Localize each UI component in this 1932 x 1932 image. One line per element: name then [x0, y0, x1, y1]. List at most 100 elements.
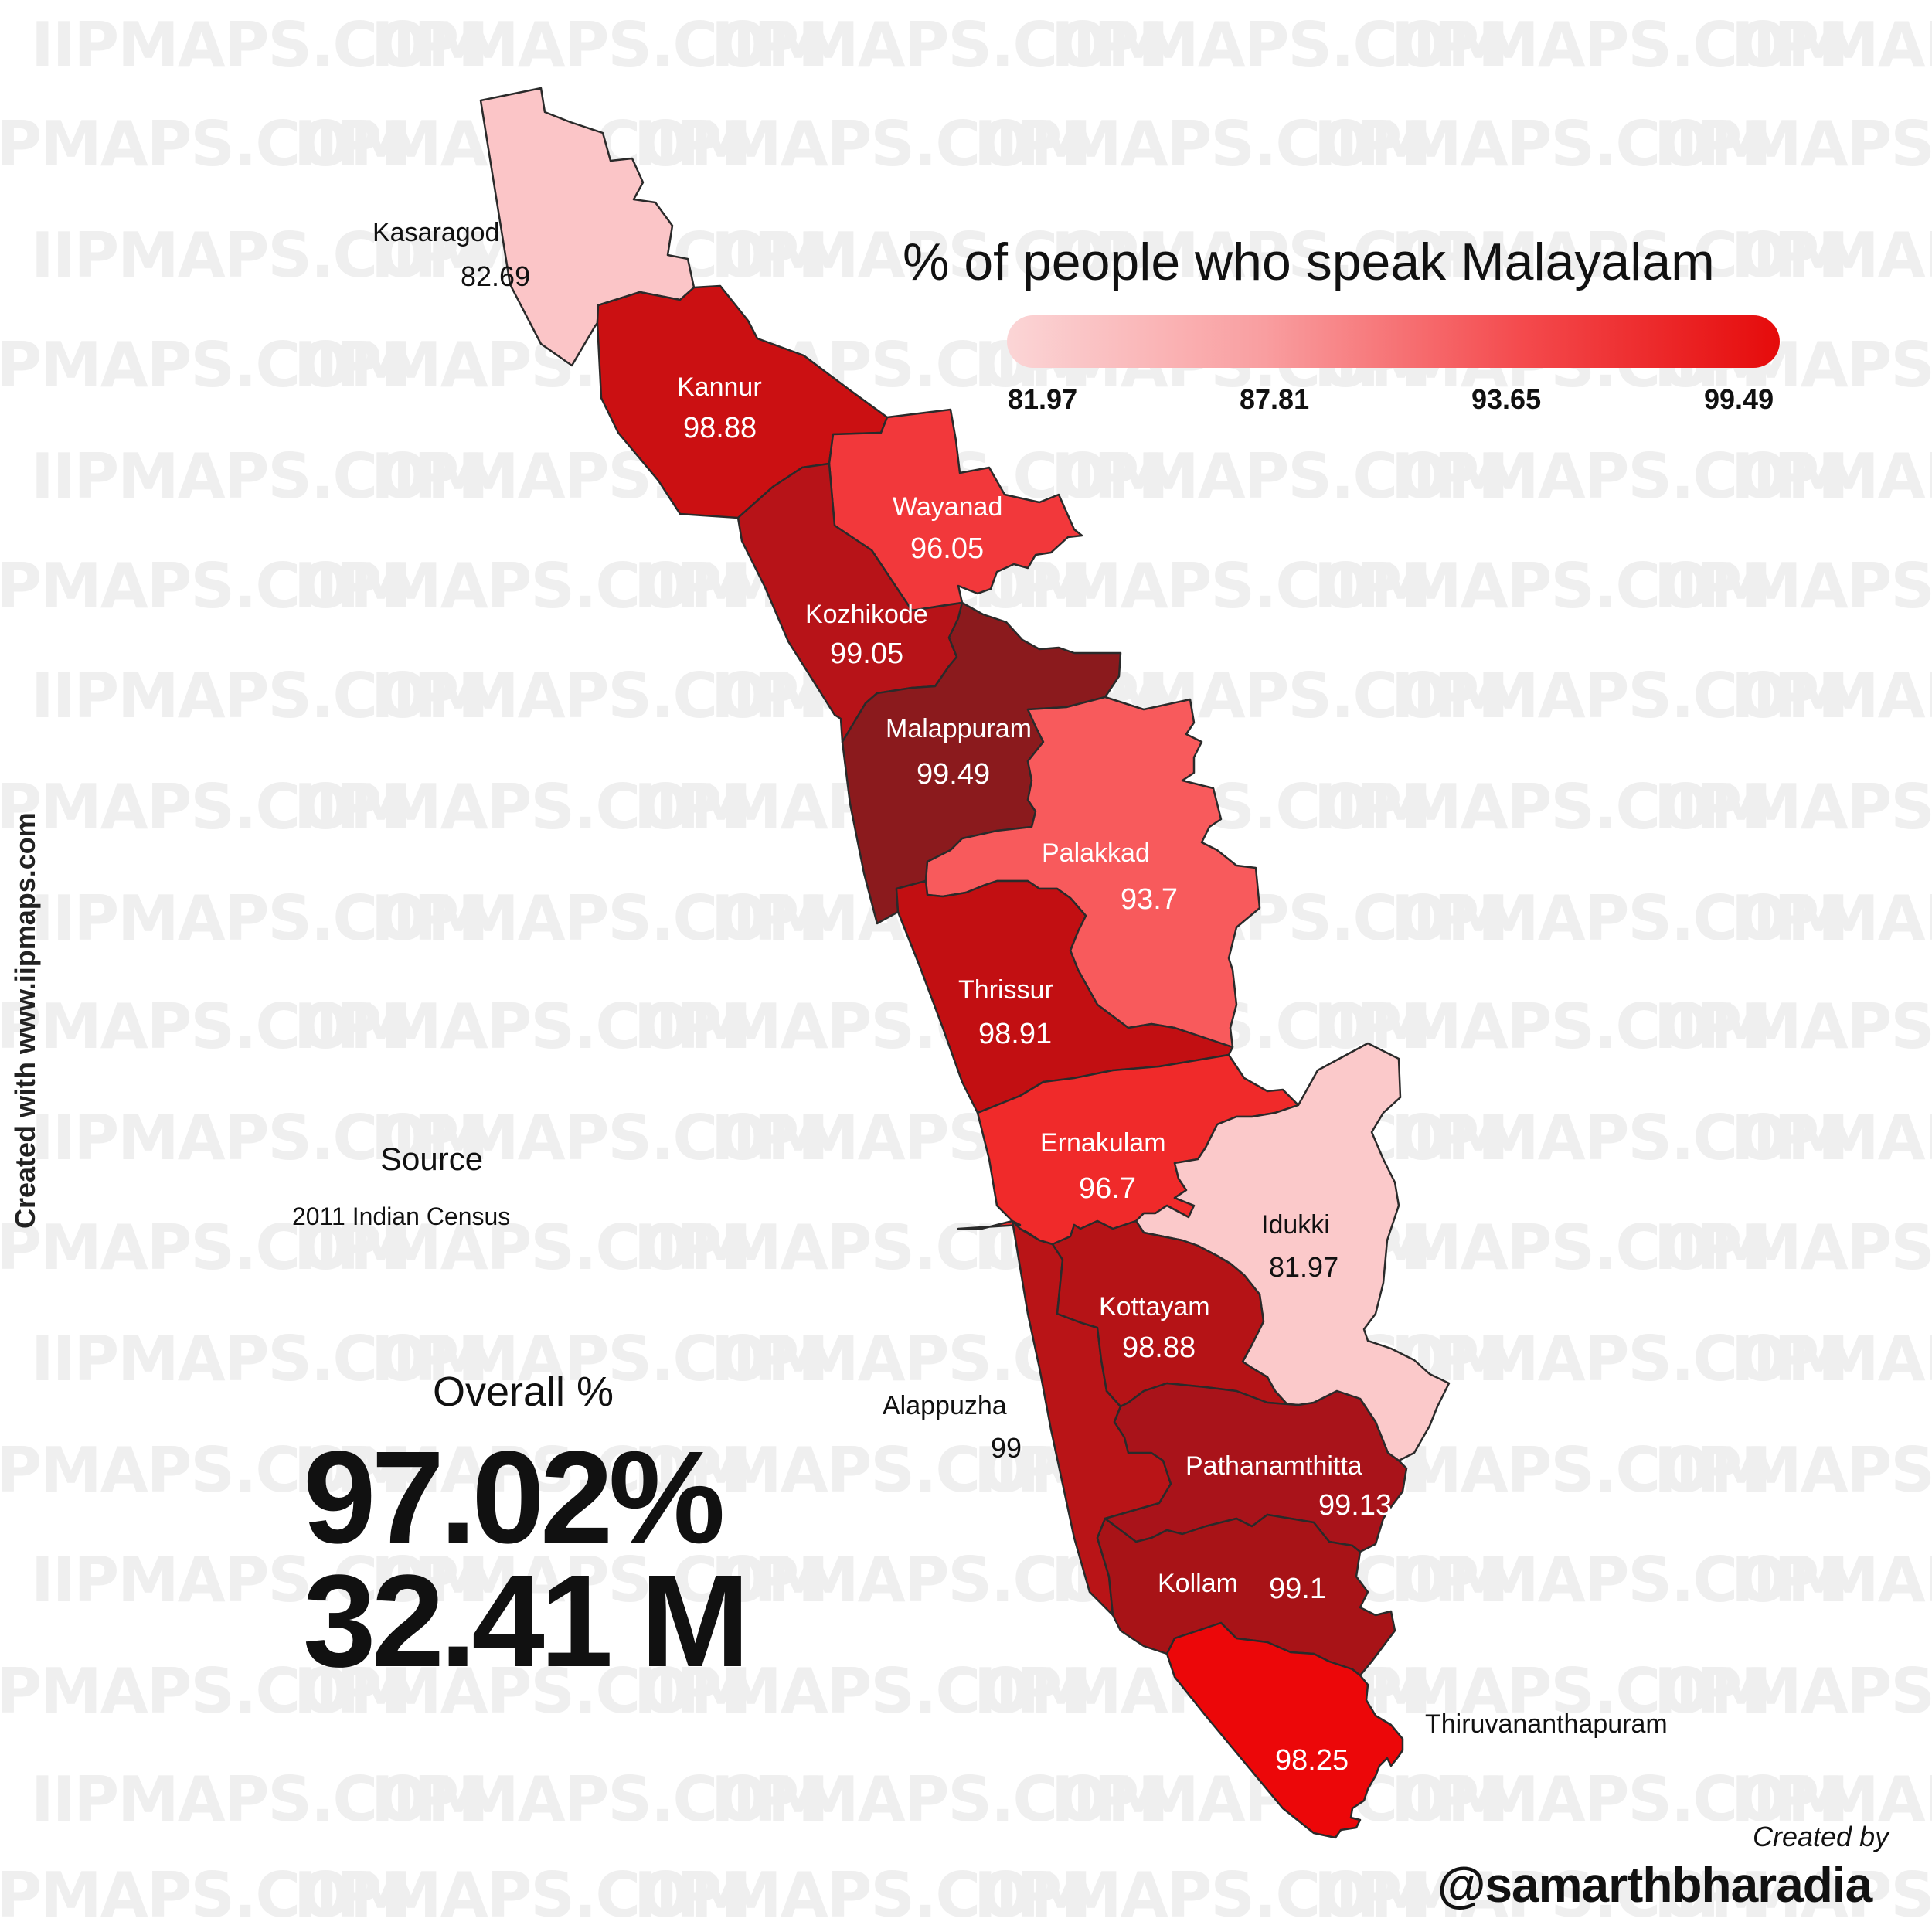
label-kannur: Kannur — [677, 372, 762, 402]
legend-tick-max: 99.49 — [1704, 383, 1774, 415]
district-label-layer: Kasaragod 82.69 Kannur 98.88 Wayanad 96.… — [372, 218, 1668, 1777]
watermark-text: IIPMAPS.COM — [1654, 550, 1932, 622]
legend-tick-min: 81.97 — [1008, 383, 1078, 415]
watermark-text: IIPMAPS.COM — [1314, 771, 1770, 843]
watermark-text: IIPMAPS.COM — [1654, 1212, 1932, 1284]
watermark-text: IIPMAPS.COM — [1391, 660, 1848, 732]
watermark-text: IIPMAPS.COM — [1731, 1544, 1932, 1616]
watermark-text: IIPMAPS.COM — [1654, 1655, 1932, 1727]
watermark-text: IIPMAPS.COM — [1314, 1655, 1770, 1727]
watermark-text: IIPMAPS.COM — [31, 440, 488, 512]
watermark-text: IIPMAPS.COM — [1731, 883, 1932, 954]
watermark-text: IIPMAPS.COM — [0, 1859, 410, 1931]
watermark-text: IIPMAPS.COM — [1391, 1544, 1848, 1616]
watermark-text: IIPMAPS.COM — [294, 1859, 750, 1931]
value-ernakulam: 96.7 — [1079, 1172, 1136, 1205]
label-palakkad: Palakkad — [1042, 838, 1150, 868]
watermark-text: IIPMAPS.COM — [0, 550, 410, 622]
watermark-text: IIPMAPS.COM — [974, 550, 1430, 622]
watermark-text: IIPMAPS.COM — [31, 1323, 488, 1395]
watermark-text: IIPMAPS.COM — [31, 219, 488, 291]
watermark-text: IIPMAPS.COM — [371, 1102, 828, 1174]
district-kasaragod[interactable] — [479, 87, 696, 367]
watermark-text: IIPMAPS.COM — [1314, 991, 1770, 1063]
watermark-text: IIPMAPS.COM — [1391, 883, 1848, 954]
watermark-text: IIPMAPS.COM — [1051, 219, 1508, 291]
watermark-text: IIPMAPS.COM — [634, 108, 1090, 180]
value-kottayam: 98.88 — [1122, 1332, 1196, 1364]
watermark-text: IIPMAPS.COM — [1654, 108, 1932, 180]
watermark-text: IIPMAPS.COM — [0, 991, 410, 1063]
district-layer — [479, 87, 1451, 1839]
source-heading: Source — [380, 1141, 484, 1177]
watermark-text: IIPMAPS.COM — [1051, 440, 1508, 512]
value-pathanamthitta: 99.13 — [1318, 1489, 1392, 1522]
label-kozhikode: Kozhikode — [805, 600, 928, 629]
source-text: 2011 Indian Census — [292, 1202, 511, 1230]
watermark-text: IIPMAPS.COM — [294, 550, 750, 622]
legend-color-scale — [1007, 315, 1780, 368]
value-kozhikode: 99.05 — [830, 638, 903, 670]
value-thiruvananthapuram: 98.25 — [1275, 1744, 1349, 1777]
label-kollam: Kollam — [1158, 1569, 1238, 1598]
author-handle: @samarthbharadia — [1437, 1857, 1872, 1913]
created-by-label: Created by — [1753, 1821, 1889, 1852]
watermark-text: IIPMAPS.COM — [371, 9, 828, 81]
watermark-text: IIPMAPS.COM — [0, 329, 410, 401]
value-kasaragod: 82.69 — [461, 260, 530, 292]
map-title: % of people who speak Malayalam — [903, 233, 1715, 291]
watermark-text: IIPMAPS.COM — [634, 1655, 1090, 1727]
label-thiruvananthapuram: Thiruvananthapuram — [1425, 1709, 1668, 1739]
label-ernakulam: Ernakulam — [1040, 1128, 1166, 1158]
watermark-text: IIPMAPS.COM — [0, 1655, 410, 1727]
watermark-text: IIPMAPS.COM — [1051, 9, 1508, 81]
overall-percent: 97.02% — [303, 1424, 726, 1571]
label-malappuram: Malappuram — [886, 714, 1032, 743]
watermark-text: IIPMAPS.COM — [0, 1434, 410, 1506]
watermark-text: IIPMAPS.COM — [31, 883, 488, 954]
watermark-text: IIPMAPS.COM — [1731, 1764, 1932, 1835]
label-thrissur: Thrissur — [958, 975, 1053, 1005]
watermark-text: IIPMAPS.COM — [0, 771, 410, 843]
label-wayanad: Wayanad — [893, 492, 1002, 522]
watermark-text: IIPMAPS.COM — [294, 1212, 750, 1284]
watermark-text: IIPMAPS.COM — [0, 1212, 410, 1284]
label-kottayam: Kottayam — [1099, 1292, 1210, 1321]
watermark-text: IIPMAPS.COM — [1314, 550, 1770, 622]
value-alappuzha: 99 — [991, 1432, 1022, 1464]
watermark-text: IIPMAPS.COM — [711, 9, 1168, 81]
watermark-text: IIPMAPS.COM — [31, 660, 488, 732]
watermark-text: IIPMAPS.COM — [1391, 1323, 1848, 1395]
site-credit: Created with www.iipmaps.com — [9, 812, 41, 1229]
legend-tick-2: 87.81 — [1240, 383, 1310, 415]
watermark-text: IIPMAPS.COM — [1654, 991, 1932, 1063]
watermark-text: IIPMAPS.COM — [711, 219, 1168, 291]
watermark-text: IIPMAPS.COM — [974, 108, 1430, 180]
watermark-text: IIPMAPS.COM — [1314, 1859, 1770, 1931]
district-kottayam[interactable] — [1051, 1219, 1300, 1410]
value-wayanad: 96.05 — [910, 532, 984, 565]
label-alappuzha: Alappuzha — [883, 1391, 1007, 1420]
district-thiruvananthapuram[interactable] — [1165, 1621, 1404, 1839]
watermark-text: IIPMAPS.COM — [1731, 440, 1932, 512]
value-thrissur: 98.91 — [978, 1018, 1052, 1050]
value-malappuram: 99.49 — [917, 758, 990, 791]
watermark-text: IIPMAPS.COM — [31, 1544, 488, 1616]
watermark-text: IIPMAPS.COM — [974, 1859, 1430, 1931]
overall-label: Overall % — [433, 1369, 614, 1415]
watermark-text: IIPMAPS.COM — [1314, 108, 1770, 180]
watermark-text: IIPMAPS.COM — [371, 660, 828, 732]
watermark-text: IIPMAPS.COM — [1731, 1102, 1932, 1174]
value-idukki: 81.97 — [1269, 1251, 1338, 1283]
label-idukki: Idukki — [1261, 1210, 1330, 1240]
watermark-text: IIPMAPS.COM — [31, 1102, 488, 1174]
watermark-text: IIPMAPS.COM — [1731, 219, 1932, 291]
watermark-text: IIPMAPS.COM — [31, 9, 488, 81]
watermark-text: IIPMAPS.COM — [294, 991, 750, 1063]
watermark-text: IIPMAPS.COM — [1391, 1102, 1848, 1174]
watermark-text: IIPMAPS.COM — [1654, 1859, 1932, 1931]
watermark-text: IIPMAPS.COM — [1391, 219, 1848, 291]
value-palakkad: 93.7 — [1121, 883, 1178, 916]
value-kannur: 98.88 — [683, 412, 757, 444]
watermark-text: IIPMAPS.COM — [711, 1764, 1168, 1835]
